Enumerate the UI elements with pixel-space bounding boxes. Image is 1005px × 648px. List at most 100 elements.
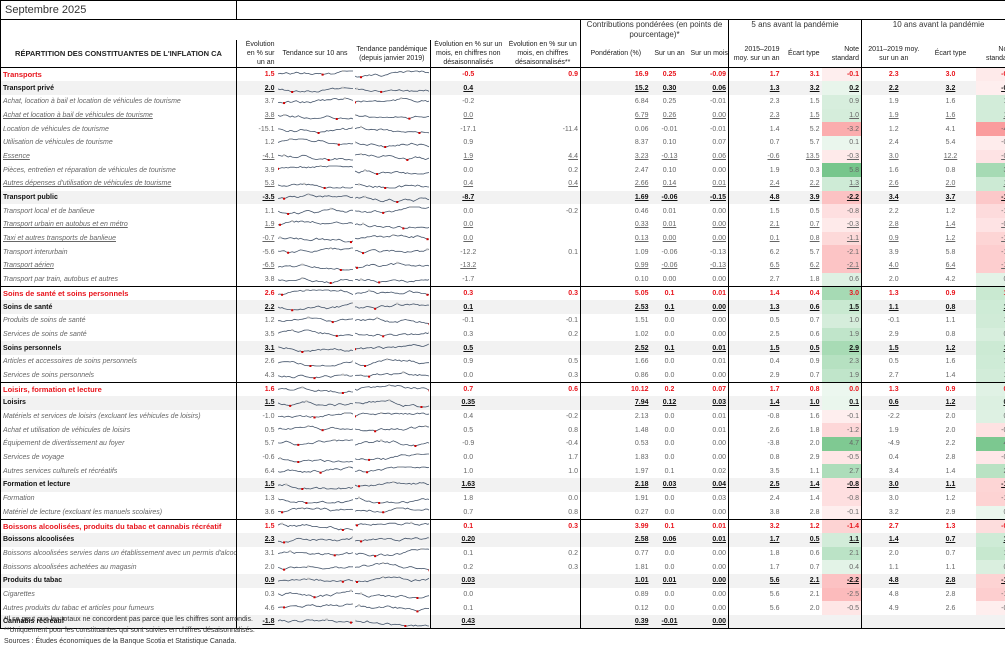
contrib-mom: 0.00 bbox=[688, 560, 729, 574]
trend-pandemic-sparkline bbox=[353, 190, 431, 205]
sd-5y: 5.7 bbox=[809, 139, 820, 147]
sd-5y: 0.5 bbox=[809, 207, 820, 215]
weight: 0.27 bbox=[580, 505, 651, 520]
contrib-mom: 0.01 bbox=[688, 177, 729, 191]
weight: 0.53 bbox=[634, 440, 649, 448]
mom-sa bbox=[505, 478, 581, 492]
row-label: Achat, location à bail et location de vé… bbox=[0, 94, 237, 109]
contrib-yoy: 0.1 bbox=[650, 341, 689, 355]
subtotal-row: Boissons alcoolisées 2.3 0.20 2.58 0.06 0.01 1… bbox=[0, 532, 1005, 547]
trend-pandemic-sparkline bbox=[353, 135, 431, 150]
row-label: Transports bbox=[0, 67, 237, 82]
z-5y: -0.5 bbox=[821, 450, 862, 465]
sd-5y: 1.8 bbox=[809, 426, 820, 434]
col-yoy: Évolution en % sur un an bbox=[236, 40, 277, 68]
row-label: Transport par train, autobus et autres bbox=[0, 272, 237, 287]
contrib-yoy: 0.0 bbox=[664, 604, 675, 612]
trend-pandemic-sparkline bbox=[353, 177, 431, 191]
yoy-change: 0.3 bbox=[264, 590, 275, 598]
contrib-yoy: -0.06 bbox=[661, 262, 678, 270]
table-row: Essence -4.1 1.9 4.4 3.23 -0.13 0.06 -0.6 13.5 -0… bbox=[0, 149, 1005, 164]
z-5y: -0.1 bbox=[821, 409, 862, 424]
trend-10y-sparkline bbox=[277, 519, 354, 533]
subtotal-row: Cannabis récréatif -1.8 0.43 0.39 -0.01 0.00 bbox=[0, 615, 1005, 630]
z-10y: 1.3 bbox=[975, 354, 1005, 369]
group-five-years: 5 ans avant la pandémie bbox=[728, 19, 862, 40]
mom-nsa: 1.63 bbox=[430, 478, 506, 492]
contrib-mom: 0.00 bbox=[688, 450, 729, 465]
weight: 1.09 bbox=[634, 248, 649, 256]
contrib-yoy: 0.2 bbox=[664, 385, 675, 393]
mom-nsa: 0.0 bbox=[463, 590, 474, 598]
z-10y: -0.3 bbox=[975, 67, 1005, 82]
sd-10y: 1.2 bbox=[925, 341, 976, 355]
z-10y: 1.4 bbox=[975, 341, 1005, 355]
weight: 6.84 bbox=[634, 98, 649, 106]
row-label: Essence bbox=[0, 149, 237, 164]
trend-10y-sparkline bbox=[277, 588, 354, 602]
trend-10y-sparkline bbox=[276, 81, 354, 95]
mom-nsa: 0.1 bbox=[463, 549, 474, 557]
row-label: Loisirs bbox=[0, 396, 237, 410]
z-10y: 1.2 bbox=[975, 313, 1005, 328]
weight: 1.01 bbox=[580, 573, 651, 588]
mom-nsa: -13.2 bbox=[460, 262, 477, 270]
avg-10y: 2.2 bbox=[888, 207, 899, 215]
yoy-change: 1.5 bbox=[264, 522, 275, 530]
contrib-yoy: -0.06 bbox=[650, 190, 689, 205]
sd-5y: 2.1 bbox=[809, 590, 820, 598]
sd-5y: 1.5 bbox=[809, 111, 820, 119]
table-row: Équipement de divertissement au foyer 5.7… bbox=[0, 437, 1005, 451]
avg-10y: 3.2 bbox=[861, 505, 926, 520]
contrib-yoy: -0.01 bbox=[650, 615, 689, 630]
contrib-mom: 0.01 bbox=[688, 286, 729, 301]
z-5y: -3.2 bbox=[821, 122, 862, 136]
trend-pandemic-sparkline bbox=[353, 560, 431, 574]
mom-sa bbox=[505, 108, 581, 123]
contrib-mom: 0.00 bbox=[688, 108, 729, 123]
subtotal-row: Transport privé 2.0 0.4 15.2 0.30 0.06 1.3 3.2 0… bbox=[0, 81, 1005, 95]
mom-sa: 0.3 bbox=[505, 368, 581, 383]
z-5y: 1.5 bbox=[821, 300, 862, 314]
yoy-change: -0.6 bbox=[262, 454, 275, 462]
mom-nsa: -12.2 bbox=[460, 248, 477, 256]
avg-5y: 0.4 bbox=[769, 358, 780, 366]
mom-sa bbox=[505, 587, 581, 602]
avg-5y: 2.5 bbox=[728, 478, 782, 492]
mom-sa: 0.0 bbox=[505, 491, 581, 506]
mom-sa bbox=[505, 81, 581, 95]
yoy-change: 3.9 bbox=[264, 166, 275, 174]
trend-pandemic-sparkline bbox=[353, 601, 431, 615]
z-5y: -0.3 bbox=[821, 218, 862, 232]
avg-5y: 1.5 bbox=[769, 207, 780, 215]
avg-10y: 1.4 bbox=[861, 532, 926, 547]
z-10y: -1.3 bbox=[975, 231, 1005, 246]
trend-10y-sparkline bbox=[276, 300, 354, 314]
trend-10y-sparkline bbox=[277, 355, 354, 369]
trend-pandemic-sparkline bbox=[353, 532, 431, 547]
trend-10y-sparkline bbox=[277, 177, 354, 191]
yoy-change: 5.3 bbox=[264, 180, 275, 188]
contrib-yoy: 0.1 bbox=[664, 467, 675, 475]
sd-10y: 3.0 bbox=[945, 71, 956, 79]
weight: 0.46 bbox=[634, 207, 649, 215]
weight: 0.13 bbox=[634, 235, 649, 243]
row-label: Services de soins de santé bbox=[0, 327, 237, 342]
sd-5y: 5.2 bbox=[809, 125, 820, 133]
weight: 3.23 bbox=[634, 152, 649, 160]
yoy-change: 4.6 bbox=[264, 604, 275, 612]
z-10y: 0.6 bbox=[975, 409, 1005, 424]
col-sd-10y: Écart type bbox=[925, 40, 976, 68]
z-5y bbox=[821, 615, 862, 630]
yoy-change: 0.9 bbox=[236, 573, 277, 588]
trend-pandemic-sparkline bbox=[353, 423, 431, 438]
contrib-yoy: 0.26 bbox=[662, 111, 677, 119]
sd-10y: 3.2 bbox=[925, 81, 976, 95]
z-5y: 5.8 bbox=[821, 163, 862, 177]
contrib-mom: 0.03 bbox=[688, 396, 729, 410]
yoy-change: 1.9 bbox=[264, 221, 275, 229]
contrib-yoy: 0.03 bbox=[650, 478, 689, 492]
avg-5y: 2.4 bbox=[769, 495, 780, 503]
avg-10y bbox=[861, 615, 926, 630]
z-10y: 0.7 bbox=[975, 396, 1005, 410]
